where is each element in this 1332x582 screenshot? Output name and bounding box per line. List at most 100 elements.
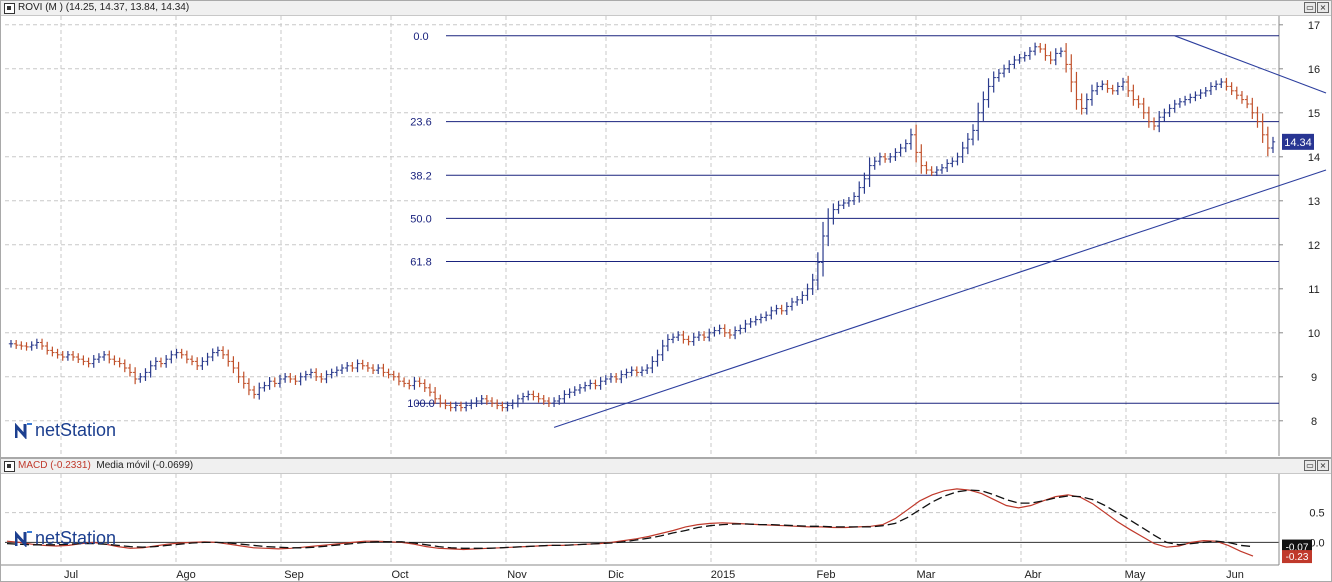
price-bar-up xyxy=(1053,48,1058,66)
price-bar-up xyxy=(841,199,846,209)
price-bar-up xyxy=(262,381,267,392)
price-bar-down xyxy=(484,395,490,405)
macd-chart[interactable]: 0.0 0.5 -0.07-0.23 Jul Ago Sep Oct Nov Dic 2015 Fe… xyxy=(1,459,1331,581)
price-bar-down xyxy=(1048,51,1053,65)
time-axis-label: Ago xyxy=(176,569,196,581)
price-bar-down xyxy=(319,373,324,383)
price-bar-up xyxy=(960,141,965,163)
price-bar-up xyxy=(1022,51,1027,62)
price-bar-up xyxy=(205,352,210,366)
price-bar-up xyxy=(836,201,841,214)
price-tick-label: 12 xyxy=(1308,240,1320,252)
price-bar-down xyxy=(386,368,391,379)
price-bar-down xyxy=(546,397,552,407)
price-bar-up xyxy=(376,364,381,374)
price-bar-up xyxy=(298,372,303,386)
price-bar-down xyxy=(70,351,76,361)
macd-title-label: MACD (-0.2331) xyxy=(18,460,91,471)
price-tick-label: 14 xyxy=(1308,152,1320,164)
price-panel-title: ROVI (M ) (14.25, 14.37, 13.84, 14.34) xyxy=(18,2,190,13)
time-axis-label: Feb xyxy=(817,569,836,581)
price-tick-label: 11 xyxy=(1308,284,1319,296)
price-bar-up xyxy=(1001,64,1007,78)
price-bar-up xyxy=(965,133,971,155)
fibonacci-level-label: 100.0 xyxy=(407,398,435,410)
price-bar-up xyxy=(1182,95,1188,106)
price-bar-down xyxy=(432,387,438,404)
price-bar-down xyxy=(1234,86,1239,100)
price-tick-label: 8 xyxy=(1311,416,1317,428)
netstation-logo-text: netStation xyxy=(35,528,117,548)
price-bar-down xyxy=(681,330,686,344)
restore-button[interactable]: ▭ xyxy=(1304,460,1316,471)
price-bar-down xyxy=(919,144,924,174)
price-bar-up xyxy=(1058,47,1064,58)
price-bar-up xyxy=(577,384,583,394)
price-bar-down xyxy=(1265,126,1271,157)
chart-window-icon xyxy=(4,461,15,472)
price-bar-up xyxy=(810,273,815,295)
price-bar-up xyxy=(857,181,862,203)
price-bar-down xyxy=(422,379,427,392)
price-bar-up xyxy=(867,157,872,187)
price-bar-down xyxy=(189,355,195,366)
price-bar-up xyxy=(453,401,459,412)
price-bar-down xyxy=(613,373,619,383)
price-bar-up xyxy=(1172,99,1177,113)
price-bar-up xyxy=(903,139,908,153)
price-bar-up xyxy=(650,356,655,374)
price-bar-up xyxy=(339,364,345,374)
price-tick-label: 16 xyxy=(1308,64,1320,76)
fibonacci-level-label: 38.2 xyxy=(410,170,431,182)
price-bar-up xyxy=(660,339,665,361)
price-bar-up xyxy=(996,69,1002,82)
price-bar-up xyxy=(619,370,624,384)
price-bar-up xyxy=(169,350,174,364)
price-bar-up xyxy=(588,379,593,390)
restore-button[interactable]: ▭ xyxy=(1304,2,1316,13)
macd-value-label: -0.23 xyxy=(1286,552,1309,563)
price-bar-down xyxy=(55,348,60,359)
price-bar-down xyxy=(1074,71,1079,110)
price-bar-up xyxy=(893,148,898,161)
price-bar-up xyxy=(665,334,671,352)
price-bar-up xyxy=(1012,55,1017,69)
price-bar-down xyxy=(443,399,448,410)
price-bar-down xyxy=(236,361,241,383)
price-bar-down xyxy=(1079,93,1084,115)
price-bar-up xyxy=(1208,82,1214,95)
price-bar-down xyxy=(60,351,65,361)
price-bar-down xyxy=(541,395,546,405)
price-bar-down xyxy=(132,367,138,385)
price-bar-down xyxy=(370,364,376,374)
time-axis-label: Jun xyxy=(1226,569,1244,581)
price-bar-down xyxy=(231,356,236,374)
price-chart[interactable]: 8 9 10 11 12 13 14 15 16 17 0.0 23.6 38.2 50.0 61.8 100… xyxy=(1,1,1331,457)
price-bar-up xyxy=(562,390,567,403)
price-bar-up xyxy=(469,399,474,410)
price-bar-up xyxy=(334,366,340,377)
price-bar-down xyxy=(396,372,402,386)
price-bar-up xyxy=(34,338,40,349)
price-bar-down xyxy=(494,399,500,410)
price-bar-up xyxy=(1027,47,1033,60)
price-bar-down xyxy=(686,335,691,346)
signal-value-bg xyxy=(1282,539,1312,553)
price-bar-up xyxy=(888,153,893,163)
price-bar-down xyxy=(13,340,19,349)
price-bar-up xyxy=(644,364,650,374)
price-bar-down xyxy=(1038,43,1043,53)
price-bar-up xyxy=(825,208,831,247)
price-bar-down xyxy=(241,371,246,389)
price-bar-up xyxy=(908,128,914,150)
price-bar-down xyxy=(360,359,365,370)
price-bar-up xyxy=(898,143,903,157)
close-button[interactable]: × xyxy=(1317,2,1329,13)
price-title-bar: ROVI (M ) (14.25, 14.37, 13.84, 14.34) ▭… xyxy=(1,1,1331,16)
support-trendline xyxy=(553,169,1327,428)
price-bar-down xyxy=(1069,54,1074,93)
price-bar-up xyxy=(303,370,309,381)
price-bar-down xyxy=(427,383,433,397)
price-bar-up xyxy=(308,368,314,379)
close-button[interactable]: × xyxy=(1317,460,1329,471)
